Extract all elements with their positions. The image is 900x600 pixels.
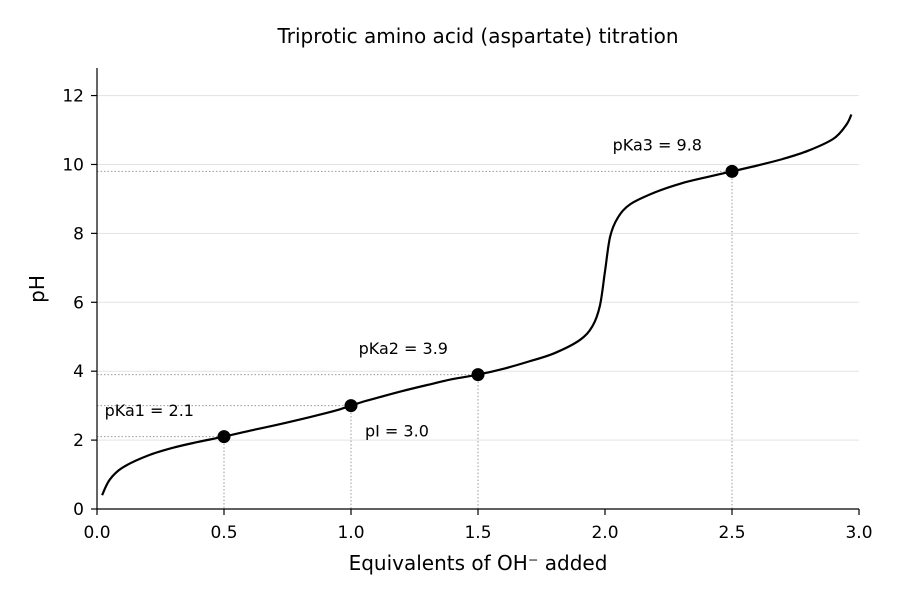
y-tick-label: 0 (73, 500, 84, 520)
grid-lines (97, 95, 859, 441)
y-tick-label: 12 (62, 87, 84, 107)
x-tick-label: 2.5 (718, 523, 745, 543)
annotation-label: pI = 3.0 (365, 422, 429, 441)
titration-curve (101, 113, 853, 496)
titration-curve-group (101, 113, 853, 496)
annotation-label: pKa2 = 3.9 (359, 339, 448, 358)
reference-lines (97, 170, 733, 509)
x-tick-label: 0.5 (210, 523, 237, 543)
y-axis-label: pH (25, 275, 49, 303)
equivalence-points (217, 164, 739, 444)
x-tick-label: 1.0 (337, 523, 364, 543)
data-point (344, 399, 358, 413)
x-tick-label: 3.0 (845, 523, 872, 543)
y-tick-label: 4 (73, 362, 84, 382)
data-point (471, 368, 485, 382)
annotations: pKa1 = 2.1 pI = 3.0 pKa2 = 3.9 pKa3 = 9.8 (105, 136, 702, 441)
x-tick-label: 2.0 (591, 523, 618, 543)
y-tick-label: 8 (73, 224, 84, 244)
y-tick-label: 2 (73, 431, 84, 451)
axes: 0 2 4 6 8 10 12 0.0 0.5 1.0 1.5 2.0 2.5 3.0 (62, 68, 873, 543)
chart-title: Triprotic amino acid (aspartate) titrati… (276, 24, 678, 48)
x-tick-label: 0.0 (83, 523, 110, 543)
y-tick-label: 6 (73, 293, 84, 313)
x-axis-label: Equivalents of OH⁻ added (349, 551, 608, 575)
y-tick-label: 10 (62, 155, 84, 175)
x-tick-label: 1.5 (464, 523, 491, 543)
annotation-label: pKa1 = 2.1 (105, 401, 194, 420)
data-point (217, 430, 231, 444)
annotation-label: pKa3 = 9.8 (613, 136, 702, 155)
data-point (725, 164, 739, 178)
